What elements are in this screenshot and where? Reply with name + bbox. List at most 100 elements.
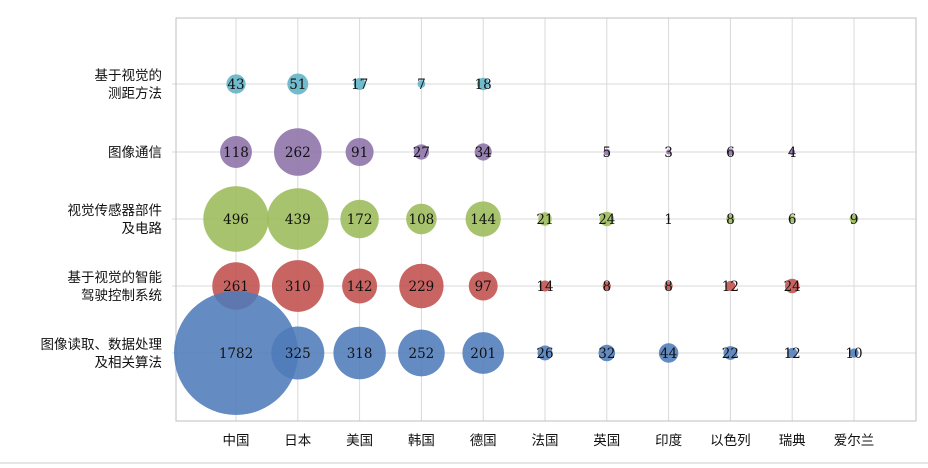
data-label: 26: [536, 346, 553, 362]
x-tick-label: 德国: [470, 433, 497, 449]
x-tick-label: 中国: [223, 433, 250, 449]
x-tick-label: 英国: [593, 432, 620, 449]
data-label: 229: [409, 279, 435, 295]
data-label: 43: [227, 77, 244, 93]
bubble: [340, 199, 379, 239]
data-label: 172: [347, 212, 373, 228]
bubble: [725, 280, 736, 292]
bubble: [476, 77, 490, 91]
bubble: [345, 137, 374, 167]
bubble: [174, 291, 298, 415]
data-label: 1782: [219, 346, 253, 362]
bubble: [849, 348, 859, 358]
data-label: 44: [660, 346, 677, 362]
data-label: 8: [603, 279, 612, 295]
y-tick-label: 基于视觉的测距方法: [95, 67, 163, 102]
y-tick-label: 图像通信: [108, 145, 162, 161]
data-label: 6: [726, 145, 735, 161]
bubble: [598, 344, 616, 362]
bubble: [399, 263, 444, 309]
data-label: 108: [409, 212, 435, 228]
bubble: [271, 260, 324, 312]
data-label: 17: [351, 77, 368, 93]
bubble: [664, 281, 673, 291]
data-label: 18: [475, 77, 492, 93]
bubble: [726, 148, 734, 156]
data-label: 27: [413, 145, 430, 161]
x-axis-labels: 中国 日本 美国 韩国 德国 法国 英国 印度 以色列 瑞典 爱尔兰: [223, 432, 875, 449]
data-label: 24: [598, 212, 615, 228]
x-tick-label: 爱尔兰: [834, 433, 875, 449]
bubble: [789, 149, 796, 155]
bubble: [788, 215, 796, 223]
bubble: [333, 326, 386, 380]
y-tick-label: 视觉传感器部件及电路: [68, 202, 163, 237]
bubble: [602, 281, 611, 291]
data-label: 32: [598, 346, 615, 362]
data-label: 12: [784, 346, 801, 362]
data-label: 6: [788, 212, 797, 228]
bubble: [271, 326, 325, 380]
bubble: [413, 144, 430, 160]
bubble: [267, 188, 329, 250]
x-tick-label: 美国: [346, 433, 373, 449]
bubble: [353, 77, 366, 91]
data-label: 14: [536, 279, 553, 295]
bubble: [723, 346, 738, 360]
data-label: 5: [603, 145, 612, 161]
x-tick-label: 以色列: [710, 432, 751, 449]
bubble: [787, 347, 798, 359]
bubble: [462, 332, 505, 374]
data-label: 22: [722, 346, 739, 362]
data-label: 21: [536, 212, 553, 228]
bubble: [287, 73, 309, 95]
y-axis-labels: 基于视觉的测距方法图像通信视觉传感器部件及电路基于视觉的智能驾驶控制系统图像读取…: [41, 67, 163, 371]
bubble: [599, 211, 614, 227]
x-tick-label: 日本: [284, 433, 311, 449]
bubble: [226, 74, 246, 94]
data-label: 7: [417, 77, 426, 93]
data-label: 10: [845, 346, 862, 362]
data-label: 325: [285, 346, 311, 362]
bubble: [785, 278, 800, 294]
data-label: 310: [285, 279, 311, 295]
bubble: [220, 136, 252, 168]
data-label: 8: [726, 212, 735, 228]
bubble: [342, 268, 378, 304]
data-label: 142: [347, 279, 373, 295]
data-label: 261: [223, 279, 249, 295]
plot-frame: [175, 17, 917, 422]
data-label: 262: [285, 145, 311, 161]
data-label: 8: [664, 279, 673, 295]
bubbles: [174, 73, 859, 415]
data-label: 496: [223, 212, 249, 228]
bubble: [274, 128, 322, 176]
bubble: [417, 80, 426, 88]
bubble: [474, 143, 492, 161]
bubble: [658, 343, 679, 363]
x-tick-label: 韩国: [408, 433, 435, 449]
data-label: 144: [470, 212, 496, 228]
data-label: 91: [351, 145, 368, 161]
bottom-divider: [0, 462, 928, 464]
data-label: 51: [289, 77, 306, 93]
y-tick-label: 图像读取、数据处理及相关算法: [41, 337, 163, 371]
bubble: [203, 186, 269, 252]
bubble: [538, 212, 552, 226]
bubble: [398, 329, 445, 377]
data-label: 118: [223, 145, 249, 161]
data-label: 12: [722, 279, 739, 295]
data-label: 252: [409, 346, 435, 362]
bubble: [667, 217, 671, 221]
bubble: [468, 271, 498, 301]
data-label: 201: [470, 346, 496, 362]
y-tick-label: 基于视觉的智能驾驶控制系统: [68, 269, 163, 304]
bubble: [603, 148, 611, 156]
data-label: 97: [475, 279, 492, 295]
data-label: 318: [347, 346, 373, 362]
bubble: [465, 201, 501, 237]
data-label: 34: [475, 145, 492, 161]
bubble: [726, 214, 735, 224]
x-tick-label: 瑞典: [779, 433, 806, 449]
